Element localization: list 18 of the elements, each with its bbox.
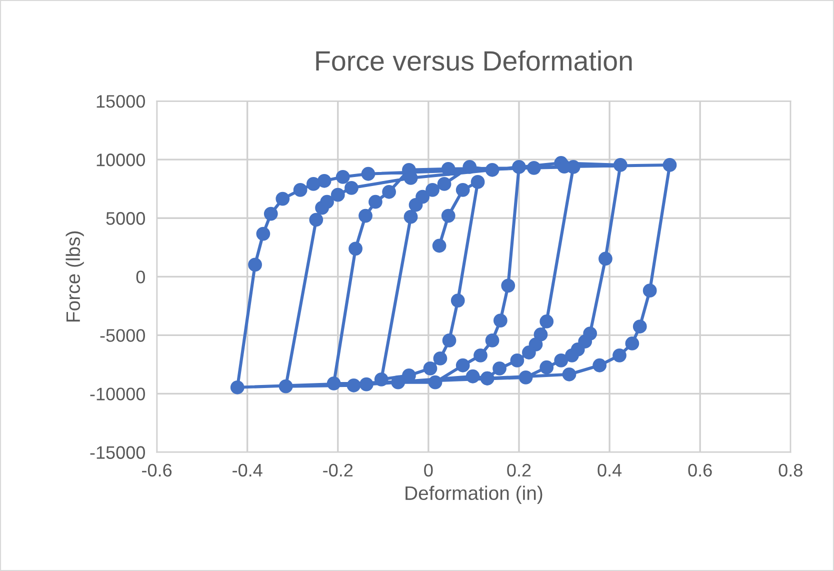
y-tick-label: -10000	[90, 388, 145, 400]
x-tick-label: 0.4	[598, 464, 622, 477]
y-tick-label: -15000	[90, 446, 145, 459]
y-tick-label: -5000	[100, 329, 145, 342]
x-axis-title: Deformation (in)	[406, 486, 542, 504]
x-tick-label: 0.6	[688, 464, 712, 477]
chart-title: Force versus Deformation	[316, 50, 632, 71]
x-tick-label: -0.2	[323, 464, 353, 477]
x-tick-label: -0.4	[232, 464, 262, 477]
y-tick-label: 5000	[106, 212, 145, 225]
x-tick-label: 0	[424, 464, 433, 477]
x-tick-label: 0.8	[778, 464, 802, 477]
y-tick-label: 10000	[96, 154, 145, 166]
x-tick-label: 0.2	[507, 464, 531, 477]
x-tick-label: -0.6	[142, 464, 172, 477]
y-tick-label: 0	[136, 270, 145, 284]
y-tick-label: 15000	[96, 95, 145, 108]
y-axis-title: Force (lbs)	[66, 231, 84, 322]
